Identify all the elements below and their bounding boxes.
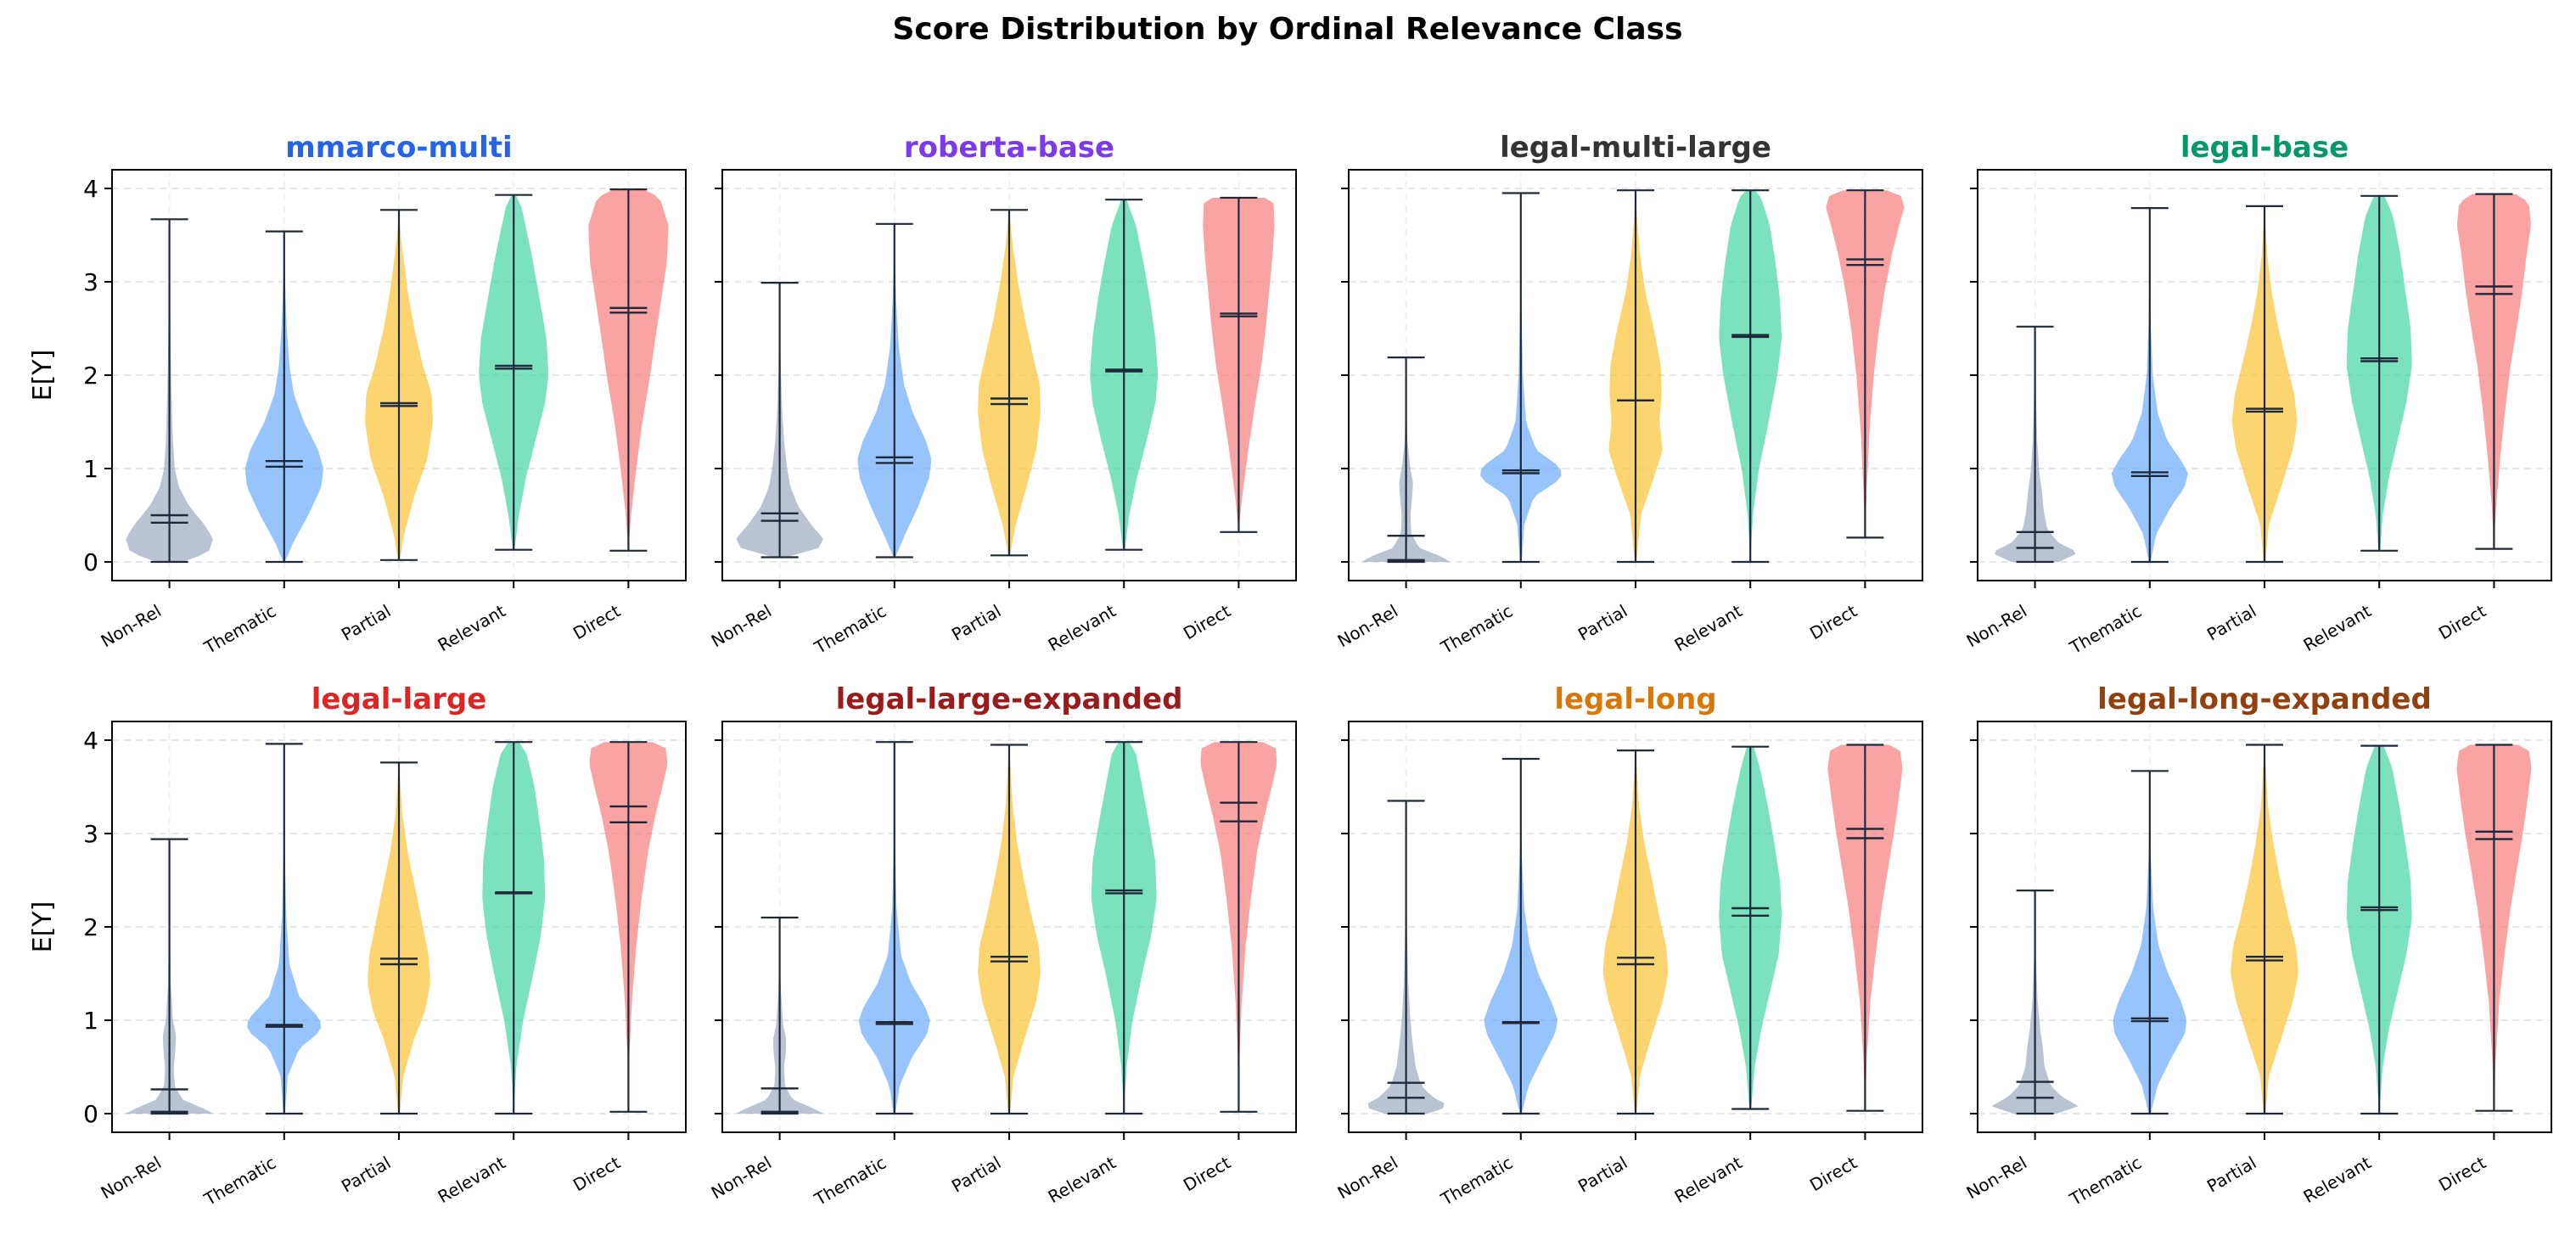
y-tick-label: 3: [83, 820, 98, 848]
panel-title: legal-base: [2180, 131, 2349, 165]
y-tick-label: 2: [83, 913, 98, 941]
y-tick-label: 0: [83, 1100, 98, 1128]
panel-title: legal-multi-large: [1500, 131, 1771, 165]
y-tick-label: 2: [83, 362, 98, 390]
panel-title: legal-large-expanded: [836, 682, 1183, 716]
chart-panel-legal-long-expanded: Non-Rel Thematic Partial Relevant Directlega…: [1963, 682, 2552, 1210]
y-tick-label: 1: [83, 455, 98, 483]
y-axis-label: E[Y]: [28, 901, 58, 953]
y-axis-label: E[Y]: [28, 350, 58, 401]
panels-group: 0 1 2 3 4 Non-Rel Thematic Partial Relevant Direc…: [28, 131, 2552, 1210]
y-tick-label: 1: [83, 1007, 98, 1035]
y-tick-label: 3: [83, 268, 98, 296]
y-tick-label: 0: [83, 548, 98, 576]
panel-title: legal-long-expanded: [2097, 682, 2432, 716]
y-tick-label: 4: [83, 175, 98, 203]
panel-title: legal-large: [311, 682, 487, 716]
panel-title: roberta-base: [904, 131, 1114, 165]
panel-title: mmarco-multi: [285, 131, 512, 165]
figure-suptitle: Score Distribution by Ordinal Relevance …: [892, 12, 1682, 47]
y-tick-label: 4: [83, 727, 98, 755]
chart-panel-legal-base: Non-Rel Thematic Partial Relevant Directlega…: [1963, 131, 2552, 659]
chart-panel-legal-long: Non-Rel Thematic Partial Relevant Directlega…: [1334, 682, 1923, 1210]
panel-title: legal-long: [1554, 682, 1716, 716]
chart-panel-legal-multi-large: Non-Rel Thematic Partial Relevant Directlega…: [1334, 131, 1923, 659]
